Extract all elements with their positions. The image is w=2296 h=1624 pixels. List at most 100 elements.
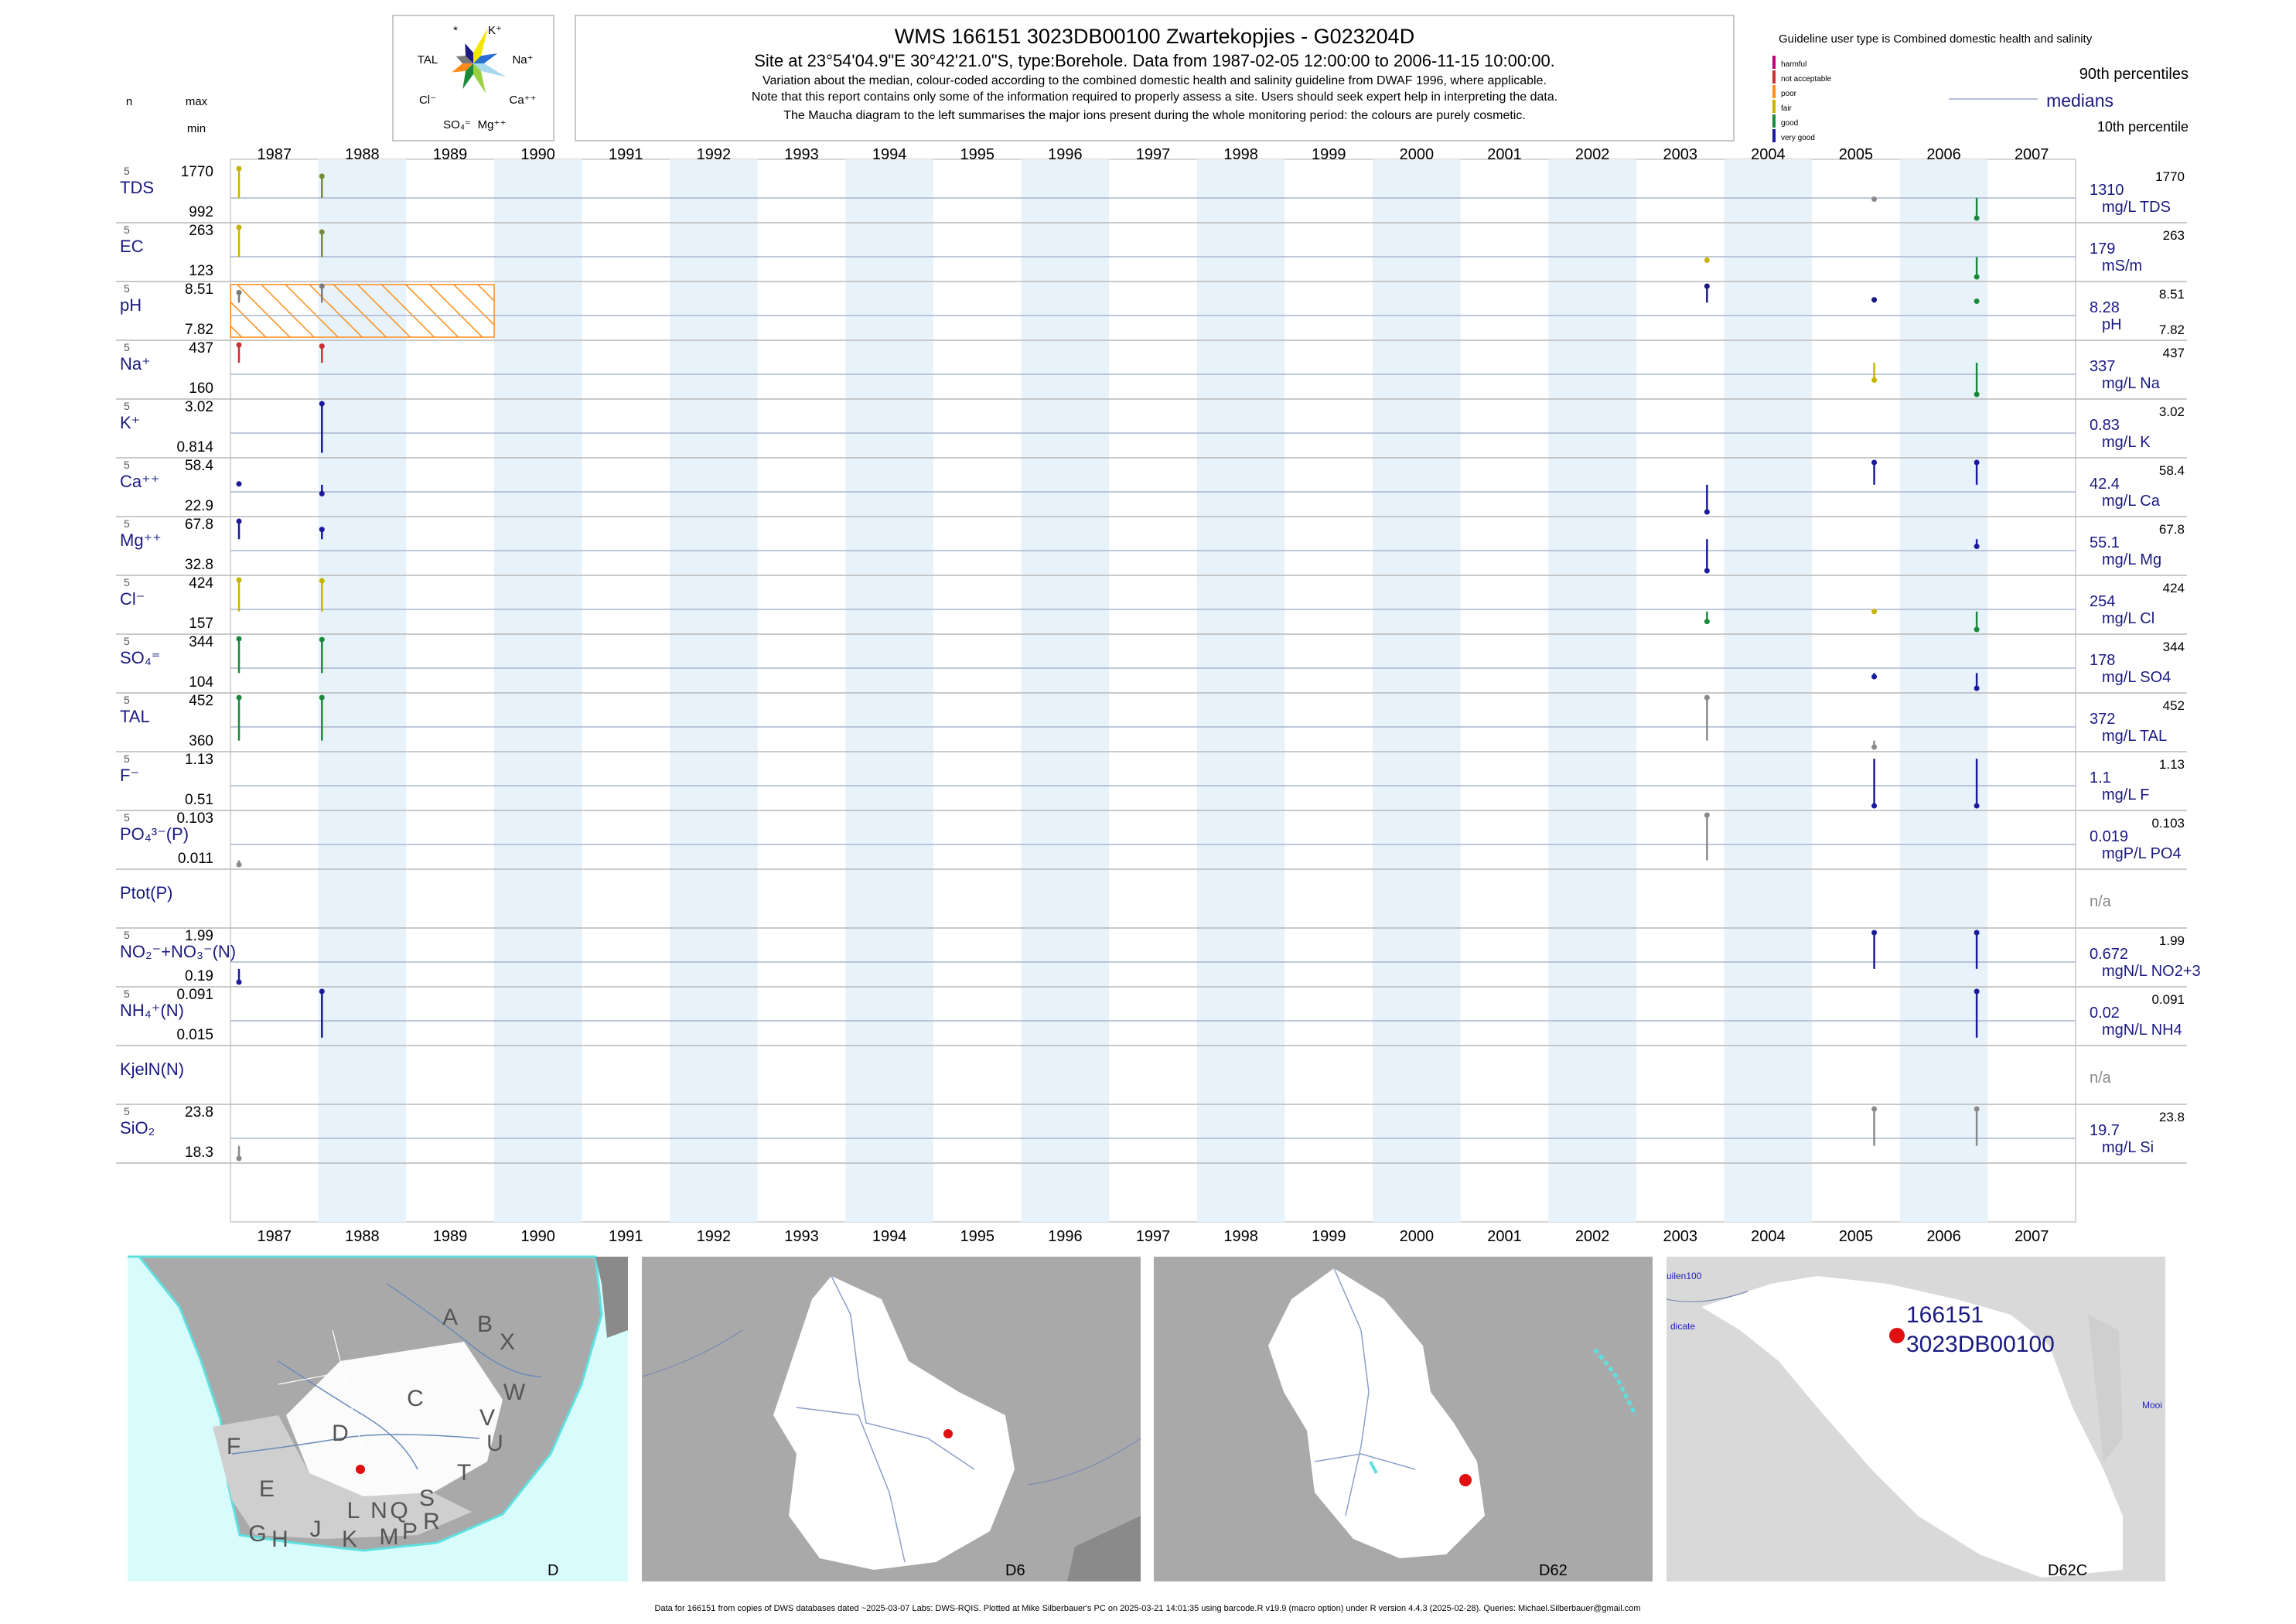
x-tick-label-top: 1992 bbox=[697, 146, 732, 163]
row-min: 0.011 bbox=[178, 851, 213, 867]
row-max: 3.02 bbox=[185, 399, 213, 415]
row-min: 992 bbox=[189, 204, 213, 220]
x-tick-label-bottom: 2004 bbox=[1751, 1228, 1786, 1245]
sample-point bbox=[319, 173, 325, 179]
report-note-2: Note that this report contains only some… bbox=[752, 90, 1557, 104]
x-tick-label-top: 2003 bbox=[1663, 146, 1697, 163]
x-tick-label-bottom: 1991 bbox=[609, 1228, 643, 1245]
row-max: 0.103 bbox=[176, 810, 213, 827]
sample-point bbox=[1974, 215, 1980, 221]
maucha-diagram: * K⁺ TAL Na⁺ Cl⁻ Ca⁺⁺ SO₄⁼ Mg⁺⁺ bbox=[418, 24, 537, 131]
x-tick-label-top: 2004 bbox=[1751, 146, 1786, 163]
legend-p10: 10th percentile bbox=[2097, 119, 2189, 135]
x-tick-label-bottom: 1998 bbox=[1223, 1228, 1258, 1245]
sample-point bbox=[236, 518, 242, 524]
sample-point bbox=[1974, 685, 1980, 691]
sample-point bbox=[236, 577, 242, 583]
region-letter: L bbox=[347, 1498, 360, 1523]
maucha-label: TAL bbox=[418, 53, 438, 67]
row-unit: mgN/L NO2+3 bbox=[2102, 963, 2201, 980]
sample-point bbox=[236, 636, 242, 642]
region-letter: B bbox=[477, 1312, 493, 1337]
x-tick-label-bottom: 1995 bbox=[960, 1228, 995, 1245]
sample-point bbox=[319, 636, 325, 643]
place-label-2: dicate bbox=[1670, 1321, 1695, 1332]
x-tick-label-bottom: 1994 bbox=[872, 1228, 907, 1245]
x-tick-label-bottom: 2005 bbox=[1839, 1228, 1874, 1245]
report-note-1: Variation about the median, colour-coded… bbox=[762, 74, 1547, 87]
maucha-box bbox=[392, 15, 554, 142]
parameter-name: Cl⁻ bbox=[120, 589, 145, 609]
parameter-name: Ca⁺⁺ bbox=[120, 472, 159, 491]
maucha-label: SO₄⁼ bbox=[443, 118, 471, 131]
parameter-name: Mg⁺⁺ bbox=[120, 531, 162, 550]
maucha-wedge bbox=[473, 27, 489, 63]
parameter-name: TAL bbox=[120, 707, 150, 726]
sample-point bbox=[1871, 803, 1878, 809]
row-max: 1770 bbox=[181, 164, 213, 180]
place-label-1: uilen100 bbox=[1667, 1271, 1702, 1281]
region-letter: M bbox=[380, 1524, 399, 1550]
x-tick-label-top: 1989 bbox=[433, 146, 468, 163]
x-tick-label-top: 1993 bbox=[784, 146, 819, 163]
legend-label: not acceptable bbox=[1781, 75, 1831, 84]
sample-point bbox=[319, 401, 325, 407]
maucha-wedge bbox=[462, 63, 473, 90]
sample-point bbox=[1974, 1106, 1980, 1112]
row-unit: mgN/L NH4 bbox=[2102, 1022, 2182, 1039]
sample-point bbox=[1974, 626, 1980, 633]
row-max: 1.13 bbox=[185, 752, 213, 768]
parameter-name: Na⁺ bbox=[120, 354, 151, 374]
row-max: 1.99 bbox=[185, 928, 213, 944]
row-p90: 424 bbox=[2163, 581, 2185, 595]
sample-count: 5 bbox=[124, 282, 130, 295]
site-marker-d62c bbox=[1889, 1328, 1905, 1343]
sample-point bbox=[1704, 619, 1710, 625]
sample-point bbox=[1974, 803, 1980, 809]
region-letter: J bbox=[310, 1517, 322, 1542]
sample-count: 5 bbox=[124, 223, 130, 236]
sample-point bbox=[1871, 930, 1878, 936]
x-tick-label-bottom: 1993 bbox=[784, 1228, 819, 1245]
sample-count: 5 bbox=[124, 635, 130, 647]
sample-point bbox=[1974, 391, 1980, 397]
sample-point bbox=[1871, 744, 1878, 750]
sample-point bbox=[1871, 674, 1878, 680]
region-letter: V bbox=[479, 1405, 495, 1431]
year-band bbox=[1196, 159, 1285, 1222]
x-tick-label-top: 2000 bbox=[1400, 146, 1435, 163]
row-min: 157 bbox=[189, 616, 213, 632]
sample-count: 5 bbox=[124, 517, 130, 530]
sample-point bbox=[1704, 283, 1710, 289]
sample-point bbox=[319, 490, 325, 496]
sample-count: 5 bbox=[124, 576, 130, 589]
row-p90: 0.091 bbox=[2151, 992, 2185, 1007]
sample-point bbox=[319, 343, 325, 350]
row-min: 0.015 bbox=[176, 1027, 213, 1043]
row-min: 22.9 bbox=[185, 498, 213, 514]
sample-count: 5 bbox=[124, 988, 130, 1000]
maucha-wedge bbox=[473, 53, 498, 63]
parameter-name: pH bbox=[120, 295, 142, 315]
site-label-id: 166151 bbox=[1906, 1302, 1984, 1328]
x-tick-label-top: 1994 bbox=[872, 146, 907, 163]
maucha-label: Mg⁺⁺ bbox=[478, 118, 507, 131]
parameter-name: Ptot(P) bbox=[120, 883, 172, 902]
row-unit: mg/L K bbox=[2102, 434, 2151, 451]
row-median: 1.1 bbox=[2090, 769, 2111, 786]
year-band bbox=[670, 159, 758, 1222]
x-tick-label-top: 2005 bbox=[1839, 146, 1874, 163]
map-panel-label-d62: D62 bbox=[1539, 1562, 1568, 1579]
row-p90: 437 bbox=[2163, 346, 2185, 360]
sample-point bbox=[319, 988, 325, 995]
region-letter: C bbox=[407, 1386, 424, 1411]
parameter-row: Ptot(P) n/a bbox=[116, 883, 2187, 929]
row-min: 7.82 bbox=[185, 322, 213, 338]
parameter-name: F⁻ bbox=[120, 766, 139, 785]
map-panel-d6: D6 bbox=[641, 1257, 1141, 1581]
